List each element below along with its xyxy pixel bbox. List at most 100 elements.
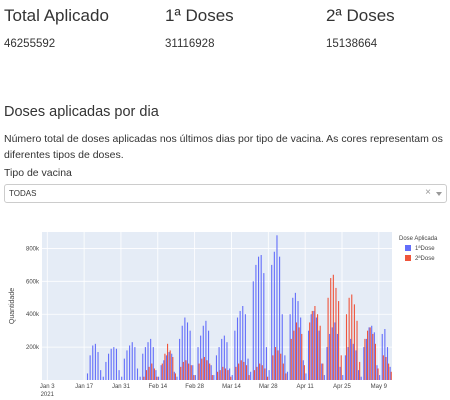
bar-dose-2[interactable] <box>201 358 203 380</box>
bar-dose-2[interactable] <box>243 361 245 380</box>
bar-dose-1[interactable] <box>263 273 265 380</box>
bar-dose-2[interactable] <box>385 356 387 380</box>
bar-dose-2[interactable] <box>180 366 182 380</box>
bar-dose-1[interactable] <box>273 251 275 380</box>
bar-dose-1[interactable] <box>165 355 167 380</box>
bar-dose-1[interactable] <box>142 353 144 380</box>
bar-dose-2[interactable] <box>256 366 258 380</box>
bar-dose-2[interactable] <box>151 363 153 380</box>
bar-dose-1[interactable] <box>284 355 286 380</box>
bar-dose-1[interactable] <box>168 352 170 380</box>
bar-dose-1[interactable] <box>368 327 370 380</box>
bar-dose-1[interactable] <box>234 330 236 380</box>
bar-dose-1[interactable] <box>321 363 323 380</box>
bar-dose-1[interactable] <box>152 347 154 380</box>
bar-dose-2[interactable] <box>303 365 305 380</box>
bar-dose-2[interactable] <box>259 363 261 380</box>
bar-dose-2[interactable] <box>253 370 255 380</box>
bar-dose-1[interactable] <box>194 375 196 380</box>
bar-dose-2[interactable] <box>340 355 342 380</box>
bar-dose-2[interactable] <box>153 368 155 380</box>
bar-dose-2[interactable] <box>167 343 169 380</box>
bar-dose-2[interactable] <box>143 376 145 380</box>
bar-dose-2[interactable] <box>206 360 208 380</box>
bar-dose-1[interactable] <box>239 310 241 380</box>
bar-dose-1[interactable] <box>105 361 107 380</box>
bar-dose-2[interactable] <box>227 370 229 380</box>
bar-dose-2[interactable] <box>367 330 369 380</box>
bar-dose-2[interactable] <box>290 338 292 380</box>
bar-dose-1[interactable] <box>144 347 146 380</box>
bar-dose-2[interactable] <box>330 278 332 380</box>
bar-dose-2[interactable] <box>240 360 242 380</box>
bar-dose-1[interactable] <box>110 348 112 380</box>
bar-dose-1[interactable] <box>300 317 302 380</box>
bar-dose-2[interactable] <box>190 365 192 380</box>
bar-dose-2[interactable] <box>285 373 287 380</box>
bar-dose-2[interactable] <box>293 330 295 380</box>
bar-dose-2[interactable] <box>314 306 316 380</box>
bar-dose-1[interactable] <box>355 350 357 380</box>
bar-dose-1[interactable] <box>113 347 115 380</box>
bar-dose-2[interactable] <box>169 350 171 380</box>
bar-dose-2[interactable] <box>145 370 148 380</box>
bar-dose-2[interactable] <box>298 327 300 380</box>
bar-dose-2[interactable] <box>356 320 358 380</box>
bar-dose-1[interactable] <box>344 355 346 380</box>
bar-dose-1[interactable] <box>223 335 225 380</box>
bar-dose-2[interactable] <box>338 301 340 380</box>
bar-dose-1[interactable] <box>126 350 128 380</box>
bar-dose-1[interactable] <box>181 325 183 380</box>
bar-dose-1[interactable] <box>226 342 228 380</box>
bar-dose-1[interactable] <box>231 375 233 380</box>
legend-entry[interactable]: 2ªDose <box>415 255 435 262</box>
bar-dose-2[interactable] <box>245 365 248 380</box>
bar-dose-2[interactable] <box>172 356 174 380</box>
bar-dose-2[interactable] <box>219 370 221 380</box>
bar-dose-2[interactable] <box>309 322 311 380</box>
bar-dose-1[interactable] <box>305 373 307 380</box>
bar-dose-1[interactable] <box>371 325 373 380</box>
bar-dose-1[interactable] <box>189 330 191 380</box>
bar-dose-2[interactable] <box>164 353 166 380</box>
vaccine-type-select[interactable]: TODAS × <box>4 184 447 203</box>
bar-dose-2[interactable] <box>295 322 298 380</box>
bar-dose-1[interactable] <box>331 327 333 380</box>
bar-dose-1[interactable] <box>318 330 320 380</box>
bar-dose-2[interactable] <box>345 314 348 380</box>
bar-dose-2[interactable] <box>274 347 276 380</box>
bar-dose-2[interactable] <box>211 375 213 380</box>
bar-dose-1[interactable] <box>147 342 149 380</box>
bar-dose-2[interactable] <box>261 365 263 380</box>
bar-dose-1[interactable] <box>139 376 141 380</box>
bar-dose-2[interactable] <box>353 304 355 380</box>
bar-dose-1[interactable] <box>281 314 283 380</box>
bar-dose-1[interactable] <box>242 306 244 380</box>
bar-dose-1[interactable] <box>134 347 136 380</box>
bar-dose-2[interactable] <box>348 297 350 380</box>
bar-dose-2[interactable] <box>264 368 266 380</box>
bar-dose-1[interactable] <box>100 370 102 380</box>
bar-dose-1[interactable] <box>158 376 160 380</box>
legend-swatch[interactable] <box>405 255 411 261</box>
bar-dose-2[interactable] <box>359 361 361 380</box>
bar-dose-1[interactable] <box>131 342 133 380</box>
bar-dose-2[interactable] <box>217 371 219 380</box>
bar-dose-1[interactable] <box>373 332 375 380</box>
bar-dose-2[interactable] <box>390 371 392 380</box>
bar-dose-1[interactable] <box>129 345 131 380</box>
bar-dose-1[interactable] <box>313 310 315 380</box>
bar-dose-2[interactable] <box>185 360 187 380</box>
bar-dose-2[interactable] <box>369 327 371 380</box>
bar-dose-1[interactable] <box>292 297 294 380</box>
bar-dose-1[interactable] <box>186 322 189 380</box>
bar-dose-2[interactable] <box>377 368 379 380</box>
bar-dose-2[interactable] <box>311 310 313 380</box>
bar-dose-1[interactable] <box>176 376 178 380</box>
legend-entry[interactable]: 1ªDose <box>415 245 435 252</box>
bar-dose-2[interactable] <box>238 363 240 380</box>
bar-dose-2[interactable] <box>193 375 195 380</box>
bar-dose-2[interactable] <box>161 363 163 380</box>
bar-dose-1[interactable] <box>381 333 383 380</box>
bar-dose-2[interactable] <box>372 333 374 380</box>
